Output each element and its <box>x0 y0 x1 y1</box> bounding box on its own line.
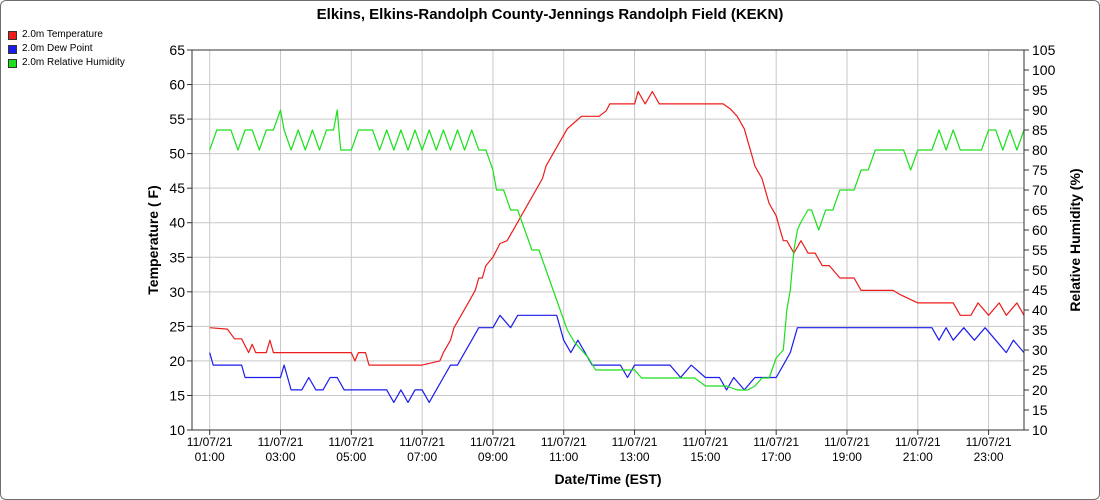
legend-label-temperature: 2.0m Temperature <box>22 29 103 40</box>
y2-tick-label: 100 <box>1032 62 1056 78</box>
y-tick-label: 65 <box>169 42 185 58</box>
y-tick-label: 35 <box>169 249 185 265</box>
y-tick-label: 30 <box>169 284 185 300</box>
y-tick-label: 20 <box>169 353 185 369</box>
x-tick-label-time: 01:00 <box>195 450 225 464</box>
y2-tick-label: 25 <box>1032 362 1048 378</box>
x-tick-label-date: 11/07/21 <box>258 435 304 449</box>
series-line-temperature <box>209 90 1025 366</box>
x-tick-label-time: 11:00 <box>549 450 578 464</box>
x-tick-label-date: 11/07/21 <box>187 435 233 449</box>
y2-tick-label: 10 <box>1032 422 1048 438</box>
legend-item-temperature: 2.0m Temperature <box>8 28 125 42</box>
y2-tick-label: 90 <box>1032 102 1048 118</box>
x-tick-label-time: 15:00 <box>690 450 720 464</box>
legend-item-dew-point: 2.0m Dew Point <box>8 42 125 56</box>
x-axis-label: Date/Time (EST) <box>554 471 661 487</box>
legend-label-relative-humidity: 2.0m Relative Humidity <box>22 57 125 68</box>
x-tick-label-date: 11/07/21 <box>612 435 658 449</box>
y2-tick-label: 30 <box>1032 342 1048 358</box>
x-tick-label-date: 11/07/21 <box>328 435 374 449</box>
x-axis: 11/07/2101:0011/07/2103:0011/07/2105:001… <box>187 430 1012 464</box>
x-tick-label-date: 11/07/21 <box>966 435 1012 449</box>
series-layer <box>209 90 1025 403</box>
y-tick-label: 55 <box>169 111 185 127</box>
x-tick-label-date: 11/07/21 <box>824 435 870 449</box>
legend-label-dew-point: 2.0m Dew Point <box>22 43 93 54</box>
y-tick-label: 40 <box>169 215 185 231</box>
x-tick-label-time: 09:00 <box>478 450 508 464</box>
series-line-dew-point <box>209 314 1025 403</box>
legend-swatch-dew-point <box>8 44 17 54</box>
y-axis-right: 10 15 20 25 30 35 40 45 50 55 60 65 70 75 80 85 90 95 100 1… <box>1024 42 1056 438</box>
y-tick-label: 10 <box>169 422 185 438</box>
x-tick-label-time: 13:00 <box>620 450 650 464</box>
chart-legend: 2.0m Temperature 2.0m Dew Point 2.0m Rel… <box>8 28 125 70</box>
y2-tick-label: 75 <box>1032 162 1048 178</box>
y2-tick-label: 95 <box>1032 82 1048 98</box>
y2-tick-label: 55 <box>1032 242 1048 258</box>
y2-tick-label: 50 <box>1032 262 1048 278</box>
legend-swatch-relative-humidity <box>8 58 17 68</box>
series-line-relative-humidity <box>209 109 1025 391</box>
x-tick-label-time: 17:00 <box>761 450 791 464</box>
x-tick-label-date: 11/07/21 <box>399 435 445 449</box>
x-tick-label-date: 11/07/21 <box>895 435 941 449</box>
y-axis-label: Temperature ( F) <box>145 185 161 294</box>
y-tick-label: 50 <box>169 146 185 162</box>
x-tick-label-time: 03:00 <box>265 450 295 464</box>
chart-title: Elkins, Elkins-Randolph County-Jennings … <box>317 6 784 23</box>
y2-tick-label: 80 <box>1032 142 1048 158</box>
legend-item-relative-humidity: 2.0m Relative Humidity <box>8 56 125 70</box>
x-tick-label-time: 19:00 <box>832 450 862 464</box>
y2-tick-label: 15 <box>1032 402 1048 418</box>
plot-area-border <box>191 49 1025 431</box>
y2-tick-label: 40 <box>1032 302 1048 318</box>
y-axis-left: 10 15 20 25 30 35 40 45 50 55 60 65 <box>169 42 192 438</box>
y2-tick-label: 45 <box>1032 282 1048 298</box>
y2-tick-label: 60 <box>1032 222 1048 238</box>
x-tick-label-date: 11/07/21 <box>682 435 728 449</box>
y2-tick-label: 20 <box>1032 382 1048 398</box>
y2-tick-label: 85 <box>1032 122 1048 138</box>
y2-tick-label: 105 <box>1032 42 1056 58</box>
x-tick-label-time: 23:00 <box>974 450 1004 464</box>
y2-tick-label: 70 <box>1032 182 1048 198</box>
y-tick-label: 60 <box>169 77 185 93</box>
x-tick-label-time: 05:00 <box>336 450 366 464</box>
y-tick-label: 45 <box>169 180 185 196</box>
y-tick-label: 15 <box>169 387 185 403</box>
x-tick-label-date: 11/07/21 <box>470 435 516 449</box>
legend-swatch-temperature <box>8 30 17 40</box>
x-tick-label-time: 07:00 <box>407 450 437 464</box>
x-tick-label-date: 11/07/21 <box>753 435 799 449</box>
x-tick-label-date: 11/07/21 <box>541 435 587 449</box>
x-tick-label-time: 21:00 <box>903 450 933 464</box>
y2-tick-label: 65 <box>1032 202 1048 218</box>
y2-axis-label: Relative Humidity (%) <box>1067 168 1083 311</box>
y-tick-label: 25 <box>169 318 185 334</box>
y2-tick-label: 35 <box>1032 322 1048 338</box>
